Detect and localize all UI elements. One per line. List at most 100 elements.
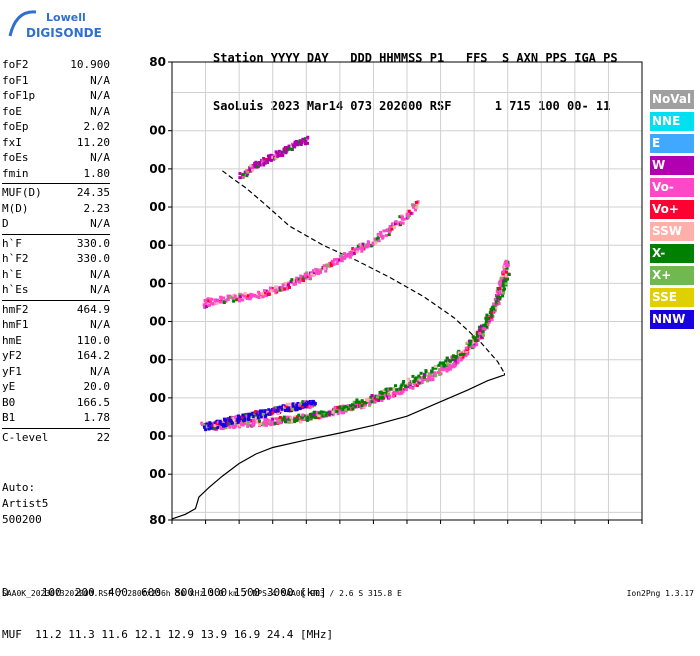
param-name: B1 — [2, 411, 16, 424]
trace-point — [504, 282, 508, 286]
trace-point — [246, 170, 250, 174]
trace-point — [311, 404, 315, 408]
trace-point — [329, 263, 333, 267]
x-tick-label: 7 — [369, 528, 377, 530]
trace-point — [313, 401, 317, 405]
trace-point — [262, 160, 266, 164]
trace-point — [464, 354, 468, 358]
trace-point — [251, 165, 255, 169]
trace-point — [446, 362, 450, 366]
trace-point — [406, 215, 410, 219]
param-separator — [2, 183, 110, 184]
param-name: hmF2 — [2, 302, 29, 316]
param-value: 166.5 — [76, 395, 110, 409]
trace-point — [260, 409, 264, 413]
trace-point — [438, 361, 442, 365]
trace-point — [393, 222, 397, 226]
trace-point — [437, 363, 441, 367]
trace-point — [373, 237, 377, 241]
trace-point — [317, 416, 321, 420]
trace-point — [394, 384, 398, 388]
trace-point — [260, 293, 264, 297]
trace-point — [212, 426, 216, 430]
trace-point — [366, 241, 370, 245]
trace-point — [482, 326, 486, 330]
trace-point — [412, 381, 416, 385]
trace-point — [360, 249, 364, 253]
trace-point — [252, 414, 256, 418]
trace-point — [495, 289, 499, 293]
param-name: yF1 — [2, 364, 22, 378]
trace-point — [267, 290, 271, 294]
trace-point — [289, 280, 293, 284]
trace-point — [500, 279, 504, 283]
trace-point — [469, 339, 473, 343]
trace-point — [255, 419, 259, 423]
trace-point — [475, 339, 479, 343]
trace-point — [492, 307, 496, 311]
trace-point — [276, 420, 280, 424]
trace-point — [299, 278, 303, 282]
trace-point — [451, 358, 455, 362]
x-tick-label: 12 — [533, 528, 550, 530]
trace-point — [219, 426, 223, 430]
trace-point — [503, 277, 507, 281]
trace-point — [280, 150, 284, 154]
trace-point — [269, 156, 273, 160]
trace-point — [484, 319, 488, 323]
trace-point — [234, 415, 238, 419]
trace-point — [288, 402, 292, 406]
trace-point — [498, 282, 502, 286]
trace-point — [419, 376, 423, 380]
trace-point — [391, 391, 395, 395]
param-value: 164.2 — [76, 349, 110, 362]
trace-point — [248, 166, 252, 170]
param-row: h`E N/A — [2, 268, 110, 283]
trace-point — [269, 409, 273, 413]
trace-point — [387, 233, 391, 237]
trace-point — [264, 291, 268, 295]
muf-row: MUF 11.2 11.3 11.6 12.1 12.9 13.9 16.9 2… — [2, 628, 334, 641]
trace-point — [318, 270, 322, 274]
trace-point — [502, 283, 506, 287]
trace-point — [211, 302, 215, 306]
trace-point — [492, 302, 496, 306]
trace-point — [269, 423, 273, 427]
y-tick-label: 1280 — [150, 55, 166, 69]
trace-point — [447, 358, 451, 362]
trace-point — [245, 169, 249, 173]
auto-program: Artist5 — [2, 497, 49, 510]
trace-point — [418, 381, 422, 385]
trace-point — [271, 421, 275, 425]
trace-point — [295, 415, 299, 419]
trace-point — [416, 200, 420, 204]
trace-point — [303, 142, 307, 146]
trace-point — [461, 355, 465, 359]
trace-point — [285, 402, 289, 406]
trace-point — [398, 215, 402, 219]
muf-table: D 100 200 400 600 800 1000 1500 3000 [km… — [2, 558, 333, 656]
param-value: N/A — [90, 283, 110, 296]
trace-point — [324, 266, 328, 270]
legend-item: X- — [650, 244, 694, 263]
trace-point — [291, 402, 295, 406]
trace-point — [501, 272, 505, 276]
param-value: 24.35 — [76, 186, 110, 199]
trace-point — [203, 423, 207, 427]
trace-point — [291, 407, 295, 411]
trace-point — [331, 410, 335, 414]
trace-point — [438, 373, 442, 377]
trace-point — [238, 293, 242, 297]
trace-point — [258, 163, 262, 167]
trace-point — [261, 422, 265, 426]
trace-point — [360, 399, 364, 403]
trace-point — [335, 409, 339, 413]
trace-point — [207, 297, 211, 301]
trace-point — [299, 406, 303, 410]
trace-point — [408, 213, 412, 217]
trace-point — [411, 374, 415, 378]
trace-point — [370, 394, 374, 398]
legend-item: Vo- — [650, 178, 694, 197]
trace-point — [257, 423, 261, 427]
trace-point — [399, 387, 403, 391]
